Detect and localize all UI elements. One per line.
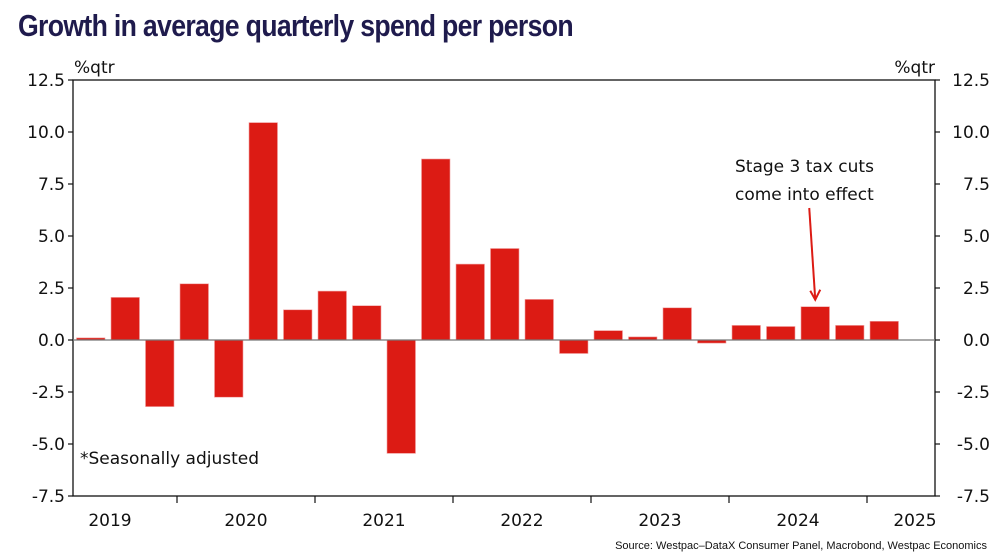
bar-2020Q1 [179, 283, 209, 341]
bar-2019Q3 [110, 297, 140, 341]
bar-2022Q3 [524, 299, 554, 341]
bar-2023Q3 [662, 307, 692, 341]
x-year-label: 2024 [776, 511, 819, 531]
bar-2022Q2 [490, 248, 520, 341]
bar-2021Q3 [386, 339, 416, 454]
annotation-line-1: Stage 3 tax cuts [735, 157, 874, 177]
left-tick-label: 7.5 [38, 175, 65, 195]
arrow-head [809, 289, 822, 302]
right-tick-label: 0.0 [963, 331, 990, 351]
bar-2023Q1 [593, 330, 623, 341]
bar-2021Q1 [317, 290, 347, 341]
bar-2024Q3 [800, 306, 830, 341]
left-tick-label: -7.5 [32, 487, 65, 507]
left-unit-label: %qtr [74, 58, 115, 78]
x-axis: 2019 2020 2021 2022 2023 2024 2025 [88, 496, 937, 531]
left-tick-label: -2.5 [32, 383, 65, 403]
seasonally-adjusted-note: *Seasonally adjusted [80, 449, 259, 469]
left-tick-label: 5.0 [38, 227, 65, 247]
bar-2020Q2 [214, 339, 244, 398]
x-year-label: 2020 [224, 511, 267, 531]
bar-2021Q4 [421, 158, 451, 341]
left-tick-label: 10.0 [27, 123, 65, 143]
right-tick-label: 5.0 [963, 227, 990, 247]
left-axis: 12.5 10.0 7.5 5.0 2.5 0.0 -2.5 -5.0 -7.5 [27, 71, 73, 507]
x-year-label: 2022 [500, 511, 543, 531]
right-tick-label: 12.5 [952, 71, 990, 91]
chart-title: Growth in average quarterly spend per pe… [18, 8, 574, 43]
left-tick-label: 0.0 [38, 331, 65, 351]
bar-2022Q4 [559, 339, 589, 354]
x-year-label: 2025 [893, 511, 936, 531]
right-tick-label: 10.0 [952, 123, 990, 143]
x-year-label: 2023 [638, 511, 681, 531]
bar-2021Q2 [352, 305, 382, 341]
bar-2019Q4 [145, 339, 175, 407]
right-tick-label: -2.5 [957, 383, 990, 403]
right-tick-label: -5.0 [957, 435, 990, 455]
left-tick-label: 12.5 [27, 71, 65, 91]
left-tick-label: 2.5 [38, 279, 65, 299]
bar-2020Q3 [248, 122, 278, 341]
annotation-arrow [808, 207, 822, 302]
bar-2022Q1 [455, 263, 485, 341]
right-tick-label: 2.5 [963, 279, 990, 299]
source-note: Source: Westpac–DataX Consumer Panel, Ma… [615, 540, 987, 552]
bars [76, 122, 899, 454]
right-tick-label: 7.5 [963, 175, 990, 195]
annotation-line-2: come into effect [735, 185, 874, 205]
left-tick-label: -5.0 [32, 435, 65, 455]
bar-2024Q2 [766, 326, 796, 341]
x-year-label: 2021 [362, 511, 405, 531]
bar-2024Q1 [731, 325, 761, 341]
bar-2020Q4 [283, 309, 313, 341]
bar-2025Q1 [869, 320, 899, 341]
arrow-shaft [808, 207, 817, 300]
right-tick-label: -7.5 [957, 487, 990, 507]
bar-2024Q4 [835, 325, 865, 341]
x-year-label: 2019 [88, 511, 131, 531]
right-axis: 12.5 10.0 7.5 5.0 2.5 0.0 -2.5 -5.0 -7.5 [935, 71, 990, 507]
right-unit-label: %qtr [894, 58, 935, 78]
